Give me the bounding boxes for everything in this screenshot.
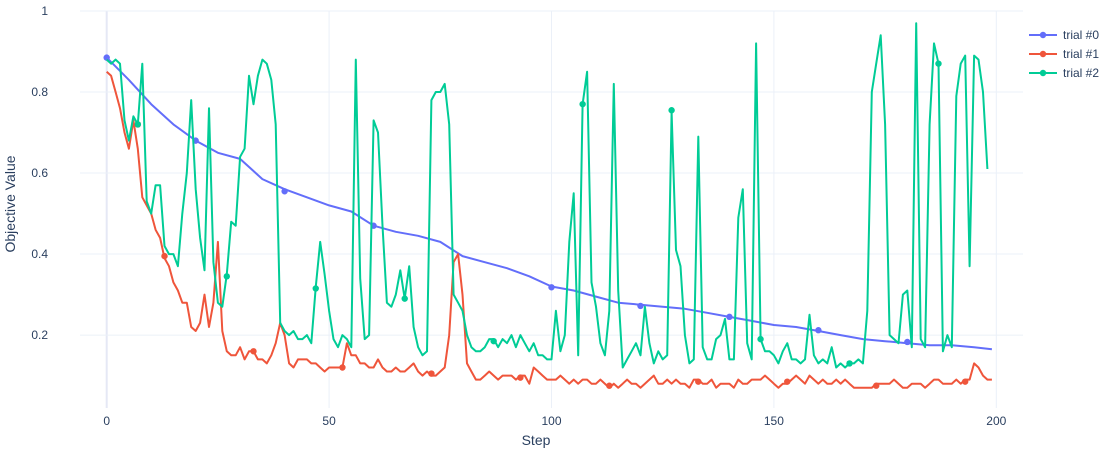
data-point-trial-1 [961,378,969,385]
data-point-trial-2 [935,60,942,67]
data-point-trial-1 [339,364,346,371]
legend-swatch-marker [1039,31,1047,39]
data-point-trial-0 [904,338,911,346]
data-point-trial-2 [401,295,408,302]
data-point-trial-2 [134,121,142,128]
series-line-trial-0 [105,56,993,351]
data-point-trial-1 [161,252,168,260]
x-tick-label: 100 [541,414,561,428]
x-tick-label: 200 [986,414,1006,428]
data-point-trial-2 [579,100,586,108]
series-line-trial-2 [106,22,989,369]
y-axis-ticks: 0.2 0.4 0.6 0.8 1 [31,4,48,342]
y-tick-label: 0.2 [31,328,48,342]
y-axis-title: Objective Value [2,155,18,252]
data-point-trial-2 [490,337,497,345]
data-point-trial-2 [846,360,853,367]
x-axis-title: Step [522,432,551,448]
y-tick-label: 1 [41,4,48,18]
data-point-trial-1 [517,374,524,381]
series-lines [103,22,993,389]
legend-swatch-marker [1039,69,1047,77]
legend-item-trial-1[interactable]: trial #1 [1029,47,1099,61]
x-axis-ticks: 0 50 100 150 200 [103,414,1006,428]
data-point-trial-2 [223,273,230,280]
legend-label: trial #2 [1063,66,1099,80]
y-tick-label: 0.6 [31,166,48,180]
legend-label: trial #0 [1063,28,1099,42]
data-point-trial-0 [726,313,733,321]
data-point-trial-2 [312,285,319,292]
data-point-trial-2 [757,335,764,343]
data-point-trial-1 [784,378,791,385]
data-point-trial-2 [668,107,675,114]
series-trial-1 [106,71,992,389]
series-trial-2 [106,22,989,369]
y-tick-label: 0.8 [31,85,48,99]
data-point-trial-0 [281,188,288,195]
x-tick-label: 150 [764,414,784,428]
data-point-trial-0 [548,284,555,291]
legend: trial #0 trial #1 trial #2 [1029,28,1099,80]
data-point-trial-1 [606,382,613,389]
data-point-trial-0 [103,54,110,61]
y-tick-label: 0.4 [31,247,48,261]
data-point-trial-1 [873,382,880,389]
data-point-trial-0 [815,327,822,334]
legend-item-trial-0[interactable]: trial #0 [1029,28,1099,42]
grid [80,10,1023,408]
series-line-trial-1 [106,71,992,389]
legend-label: trial #1 [1063,47,1099,61]
data-point-trial-1 [250,348,257,355]
data-point-trial-1 [428,370,435,377]
x-tick-label: 0 [103,414,110,428]
legend-swatch-marker [1039,50,1047,58]
legend-item-trial-2[interactable]: trial #2 [1029,66,1099,80]
data-point-trial-0 [637,302,644,310]
x-tick-label: 50 [322,414,336,428]
data-point-trial-1 [695,378,702,385]
